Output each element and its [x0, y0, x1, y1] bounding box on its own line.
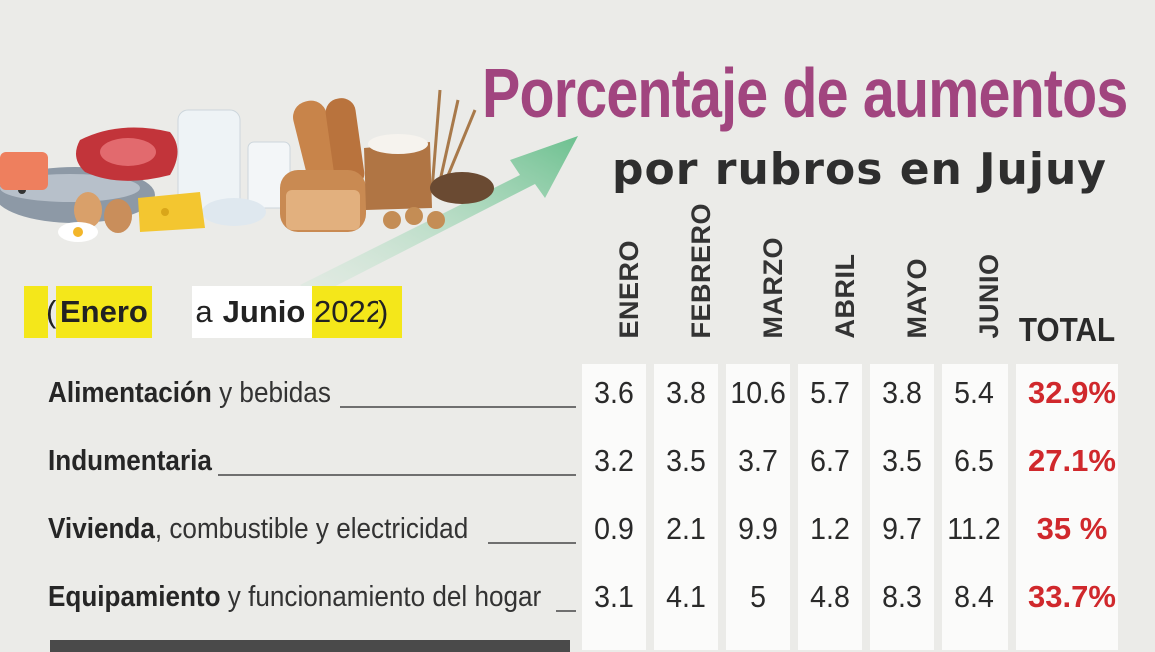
food-illustration: [0, 89, 578, 295]
table-cell: 10.6: [730, 375, 786, 410]
period-end: Junio: [216, 286, 312, 338]
leader-line: [218, 474, 576, 476]
column-background: [726, 364, 790, 650]
row-label: Alimentación y bebidas: [48, 368, 331, 418]
table-cell: 3.6: [594, 375, 634, 410]
month-header-label: ABRIL: [830, 253, 860, 339]
row-label: Vivienda, combustible y electricidad: [48, 504, 468, 554]
dark-bread-icon: [430, 172, 494, 204]
month-header: MAYO: [872, 250, 932, 360]
row-label-bold: Alimentación: [48, 377, 212, 409]
month-header: ABRIL: [800, 250, 860, 360]
period-connector: a: [192, 286, 216, 338]
month-header: FEBRERO: [656, 203, 716, 360]
table-cell: 6.7: [810, 443, 850, 478]
row-label-bold: Indumentaria: [48, 445, 212, 477]
eggs-icon: [58, 192, 132, 242]
leader-line: [556, 610, 576, 612]
period-close: ): [378, 286, 400, 338]
table-cell: 5: [750, 579, 766, 614]
month-header-label: FEBRERO: [686, 202, 716, 339]
meat-icon: [76, 127, 178, 181]
table-cell: 8.4: [954, 579, 994, 614]
month-header-label: ENERO: [614, 239, 644, 339]
row-label: Indumentaria: [48, 436, 212, 486]
month-header: MARZO: [728, 237, 788, 360]
table-cell: 3.8: [882, 375, 922, 410]
column-background: [942, 364, 1008, 650]
table-cell: 3.1: [594, 579, 634, 614]
row-label-rest: , combustible y electricidad: [154, 513, 469, 545]
table-cell: 1.2: [810, 511, 850, 546]
total-cell: 27.1%: [1028, 443, 1116, 478]
leader-line: [488, 542, 576, 544]
total-cell: 32.9%: [1028, 375, 1116, 410]
total-column-background: [1016, 364, 1118, 650]
column-background: [654, 364, 718, 650]
row-label: Equipamiento y funcionamiento del hogar: [48, 572, 541, 622]
table-cell: 6.5: [954, 443, 994, 478]
table-cell: 11.2: [947, 511, 1001, 546]
cookies-icon: [383, 207, 445, 229]
month-header: ENERO: [584, 240, 644, 360]
total-header: TOTAL: [1018, 311, 1116, 348]
cheese-icon: [138, 192, 205, 232]
row-label-bold: Vivienda: [48, 513, 155, 545]
table-cell: 3.2: [594, 443, 634, 478]
period-label: ( Enero a Junio 2022 ): [24, 286, 402, 338]
table-cell: 2.1: [666, 511, 706, 546]
salmon-icon: [0, 152, 48, 190]
column-background: [798, 364, 862, 650]
table-cell: 3.8: [666, 375, 706, 410]
leader-line: [340, 406, 576, 408]
bowl-icon: [202, 198, 266, 226]
table-cell: 4.1: [666, 579, 706, 614]
column-background: [582, 364, 646, 650]
period-open: (: [46, 294, 57, 329]
table-cell: 3.5: [666, 443, 706, 478]
table-cell: 8.3: [882, 579, 922, 614]
month-header-label: MARZO: [758, 237, 788, 339]
row-label-bold: Equipamiento: [48, 581, 221, 613]
table-cell: 4.8: [810, 579, 850, 614]
total-cell: 33.7%: [1028, 579, 1116, 614]
total-cell: 35 %: [1036, 511, 1108, 546]
table-cell: 0.9: [594, 511, 634, 546]
table-cell: 5.7: [810, 375, 850, 410]
column-background: [870, 364, 934, 650]
table-cell: 9.9: [738, 511, 778, 546]
table-cell: 3.7: [738, 443, 778, 478]
cutoff-row: [50, 640, 570, 652]
row-label-rest: y funcionamiento del hogar: [220, 581, 542, 613]
month-header-label: MAYO: [902, 257, 932, 339]
month-header-label: JUNIO: [974, 253, 1004, 339]
bread-icon: [280, 98, 366, 232]
flour-icon: [364, 134, 432, 210]
table-cell: 9.7: [882, 511, 922, 546]
chart-subtitle: por rubros en Jujuy: [612, 144, 1107, 195]
chart-title: Porcentaje de aumentos: [482, 54, 1128, 132]
month-header: JUNIO: [944, 250, 1004, 360]
table-cell: 3.5: [882, 443, 922, 478]
row-label-rest: y bebidas: [211, 377, 331, 409]
period-start: Enero: [56, 286, 152, 338]
table-cell: 5.4: [954, 375, 994, 410]
